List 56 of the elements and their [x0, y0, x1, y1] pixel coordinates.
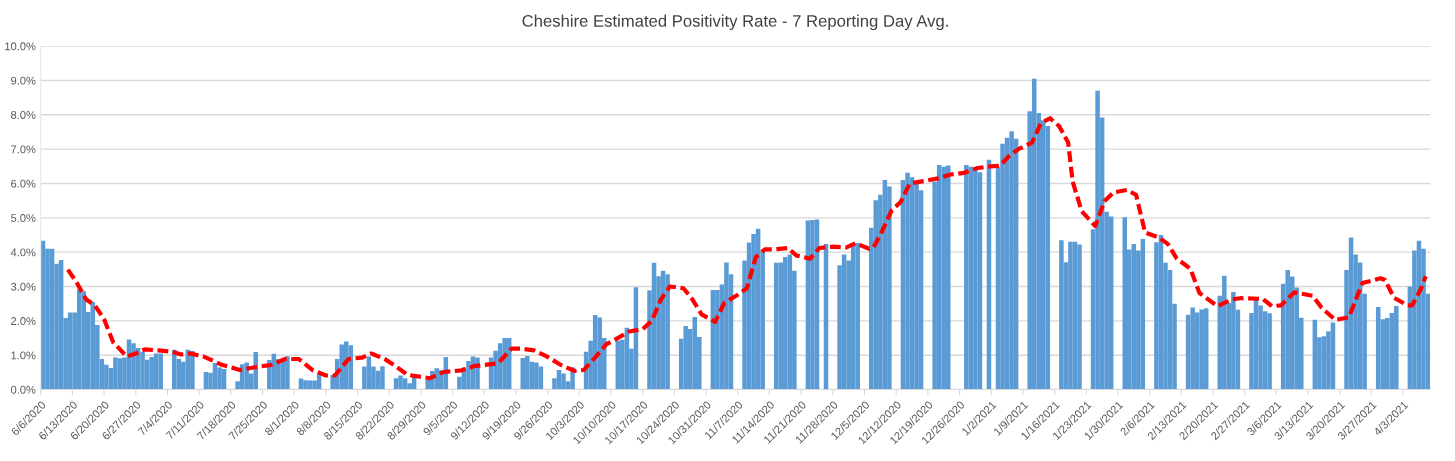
bar — [113, 357, 118, 390]
bar — [1285, 270, 1290, 390]
bar — [1068, 241, 1073, 390]
y-tick-label: 5.0% — [11, 214, 36, 222]
bar — [1222, 275, 1227, 390]
bar — [244, 362, 249, 390]
bar — [285, 356, 290, 390]
bar — [1231, 292, 1236, 390]
bar — [149, 356, 154, 390]
y-tick-label: 4.0% — [10, 248, 36, 257]
bar — [1199, 309, 1204, 390]
y-tick-label: 9.0% — [11, 76, 36, 85]
bar — [905, 172, 910, 390]
bar — [665, 274, 670, 390]
bar — [217, 367, 222, 390]
bar — [561, 373, 566, 390]
bar — [1059, 240, 1064, 390]
bar — [724, 262, 729, 390]
y-tick-label: 1.0% — [11, 351, 36, 360]
bar — [1009, 131, 1014, 390]
bar — [973, 169, 978, 390]
bar — [158, 353, 163, 390]
bar — [810, 219, 815, 390]
bar — [172, 349, 177, 390]
line-series — [65, 116, 1428, 381]
bar — [380, 366, 385, 390]
bar — [964, 164, 969, 390]
y-tick-label: 8.0% — [11, 111, 36, 119]
y-tick-label: 7.0% — [11, 145, 36, 154]
bar — [253, 352, 258, 390]
bar — [525, 355, 530, 390]
y-tick-label: 3.0% — [10, 282, 36, 291]
y-tick-label: 2.0% — [11, 317, 36, 325]
bar — [773, 262, 779, 390]
chart-title: Cheshire Estimated Positivity Rate - 7 Reporting Day Avg. — [522, 14, 948, 31]
bar — [783, 256, 788, 390]
bar — [1258, 305, 1263, 390]
bar — [534, 362, 539, 390]
bar — [303, 380, 308, 390]
bar — [140, 351, 145, 390]
bar — [1095, 90, 1100, 390]
y-tick-label: 6.0% — [11, 179, 36, 188]
bar — [1394, 306, 1399, 390]
bar — [1077, 244, 1082, 390]
bar — [1122, 217, 1128, 390]
bar — [855, 242, 860, 390]
bar — [398, 375, 403, 390]
bar — [466, 361, 471, 390]
bar — [1267, 313, 1272, 390]
bar — [914, 181, 919, 390]
bar — [131, 343, 136, 390]
bar — [751, 233, 756, 390]
bar — [1190, 307, 1195, 390]
bar — [941, 166, 946, 390]
y-tick-label: 10.0% — [5, 42, 36, 51]
y-tick-label: 0.0% — [10, 385, 36, 394]
